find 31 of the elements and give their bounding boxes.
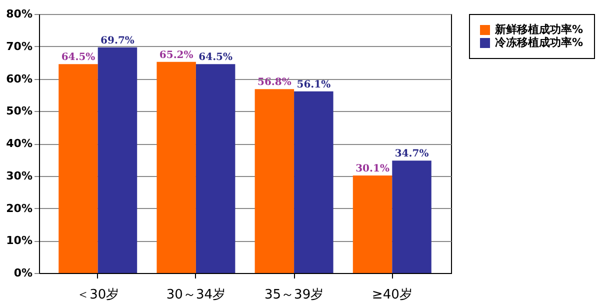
bar xyxy=(352,176,392,273)
text: 30.1% xyxy=(356,164,390,175)
bar xyxy=(98,47,138,273)
x-tick-label: ＜30岁 xyxy=(76,288,120,302)
text: 56.8% xyxy=(258,77,292,88)
text: 34.7% xyxy=(394,148,429,160)
x-tick-label: 35～39岁 xyxy=(264,288,324,302)
text: 65.2% xyxy=(159,50,194,61)
x-tick-label: 30～34岁 xyxy=(166,288,226,302)
y-tick-label: 0% xyxy=(14,266,32,280)
legend-label: 新鲜移植成功率% xyxy=(494,23,584,36)
bar xyxy=(58,64,98,273)
legend-label: 冷冻移植成功率% xyxy=(495,36,584,49)
bar xyxy=(392,160,432,273)
y-tick-label: 40% xyxy=(6,137,32,150)
y-tick-label: 50% xyxy=(6,104,32,118)
text: 69.7% xyxy=(100,35,134,46)
y-tick-label: 60% xyxy=(6,72,32,86)
bar xyxy=(156,62,196,273)
bar xyxy=(294,91,334,273)
bar xyxy=(196,64,236,273)
text: 56.1% xyxy=(296,79,331,90)
text: 64.5% xyxy=(61,52,96,64)
y-tick-label: 30% xyxy=(6,169,32,182)
y-tick-label: 80% xyxy=(6,8,32,20)
y-tick-label: 10% xyxy=(6,234,32,248)
y-tick-label: 20% xyxy=(6,202,32,215)
text: 64.5% xyxy=(198,52,232,64)
x-tick-label: ≥40岁 xyxy=(372,288,412,302)
bar xyxy=(254,89,294,273)
y-tick-label: 70% xyxy=(6,40,32,53)
